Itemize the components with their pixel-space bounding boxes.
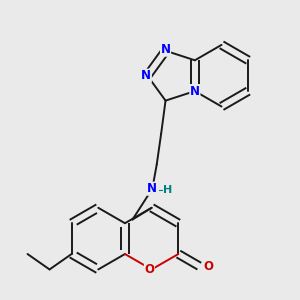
Text: O: O: [144, 263, 154, 276]
Text: N: N: [147, 182, 157, 195]
Text: N: N: [160, 43, 170, 56]
Text: H: H: [163, 185, 172, 195]
Text: N: N: [141, 69, 151, 82]
Text: O: O: [203, 260, 213, 273]
Text: N: N: [190, 85, 200, 98]
